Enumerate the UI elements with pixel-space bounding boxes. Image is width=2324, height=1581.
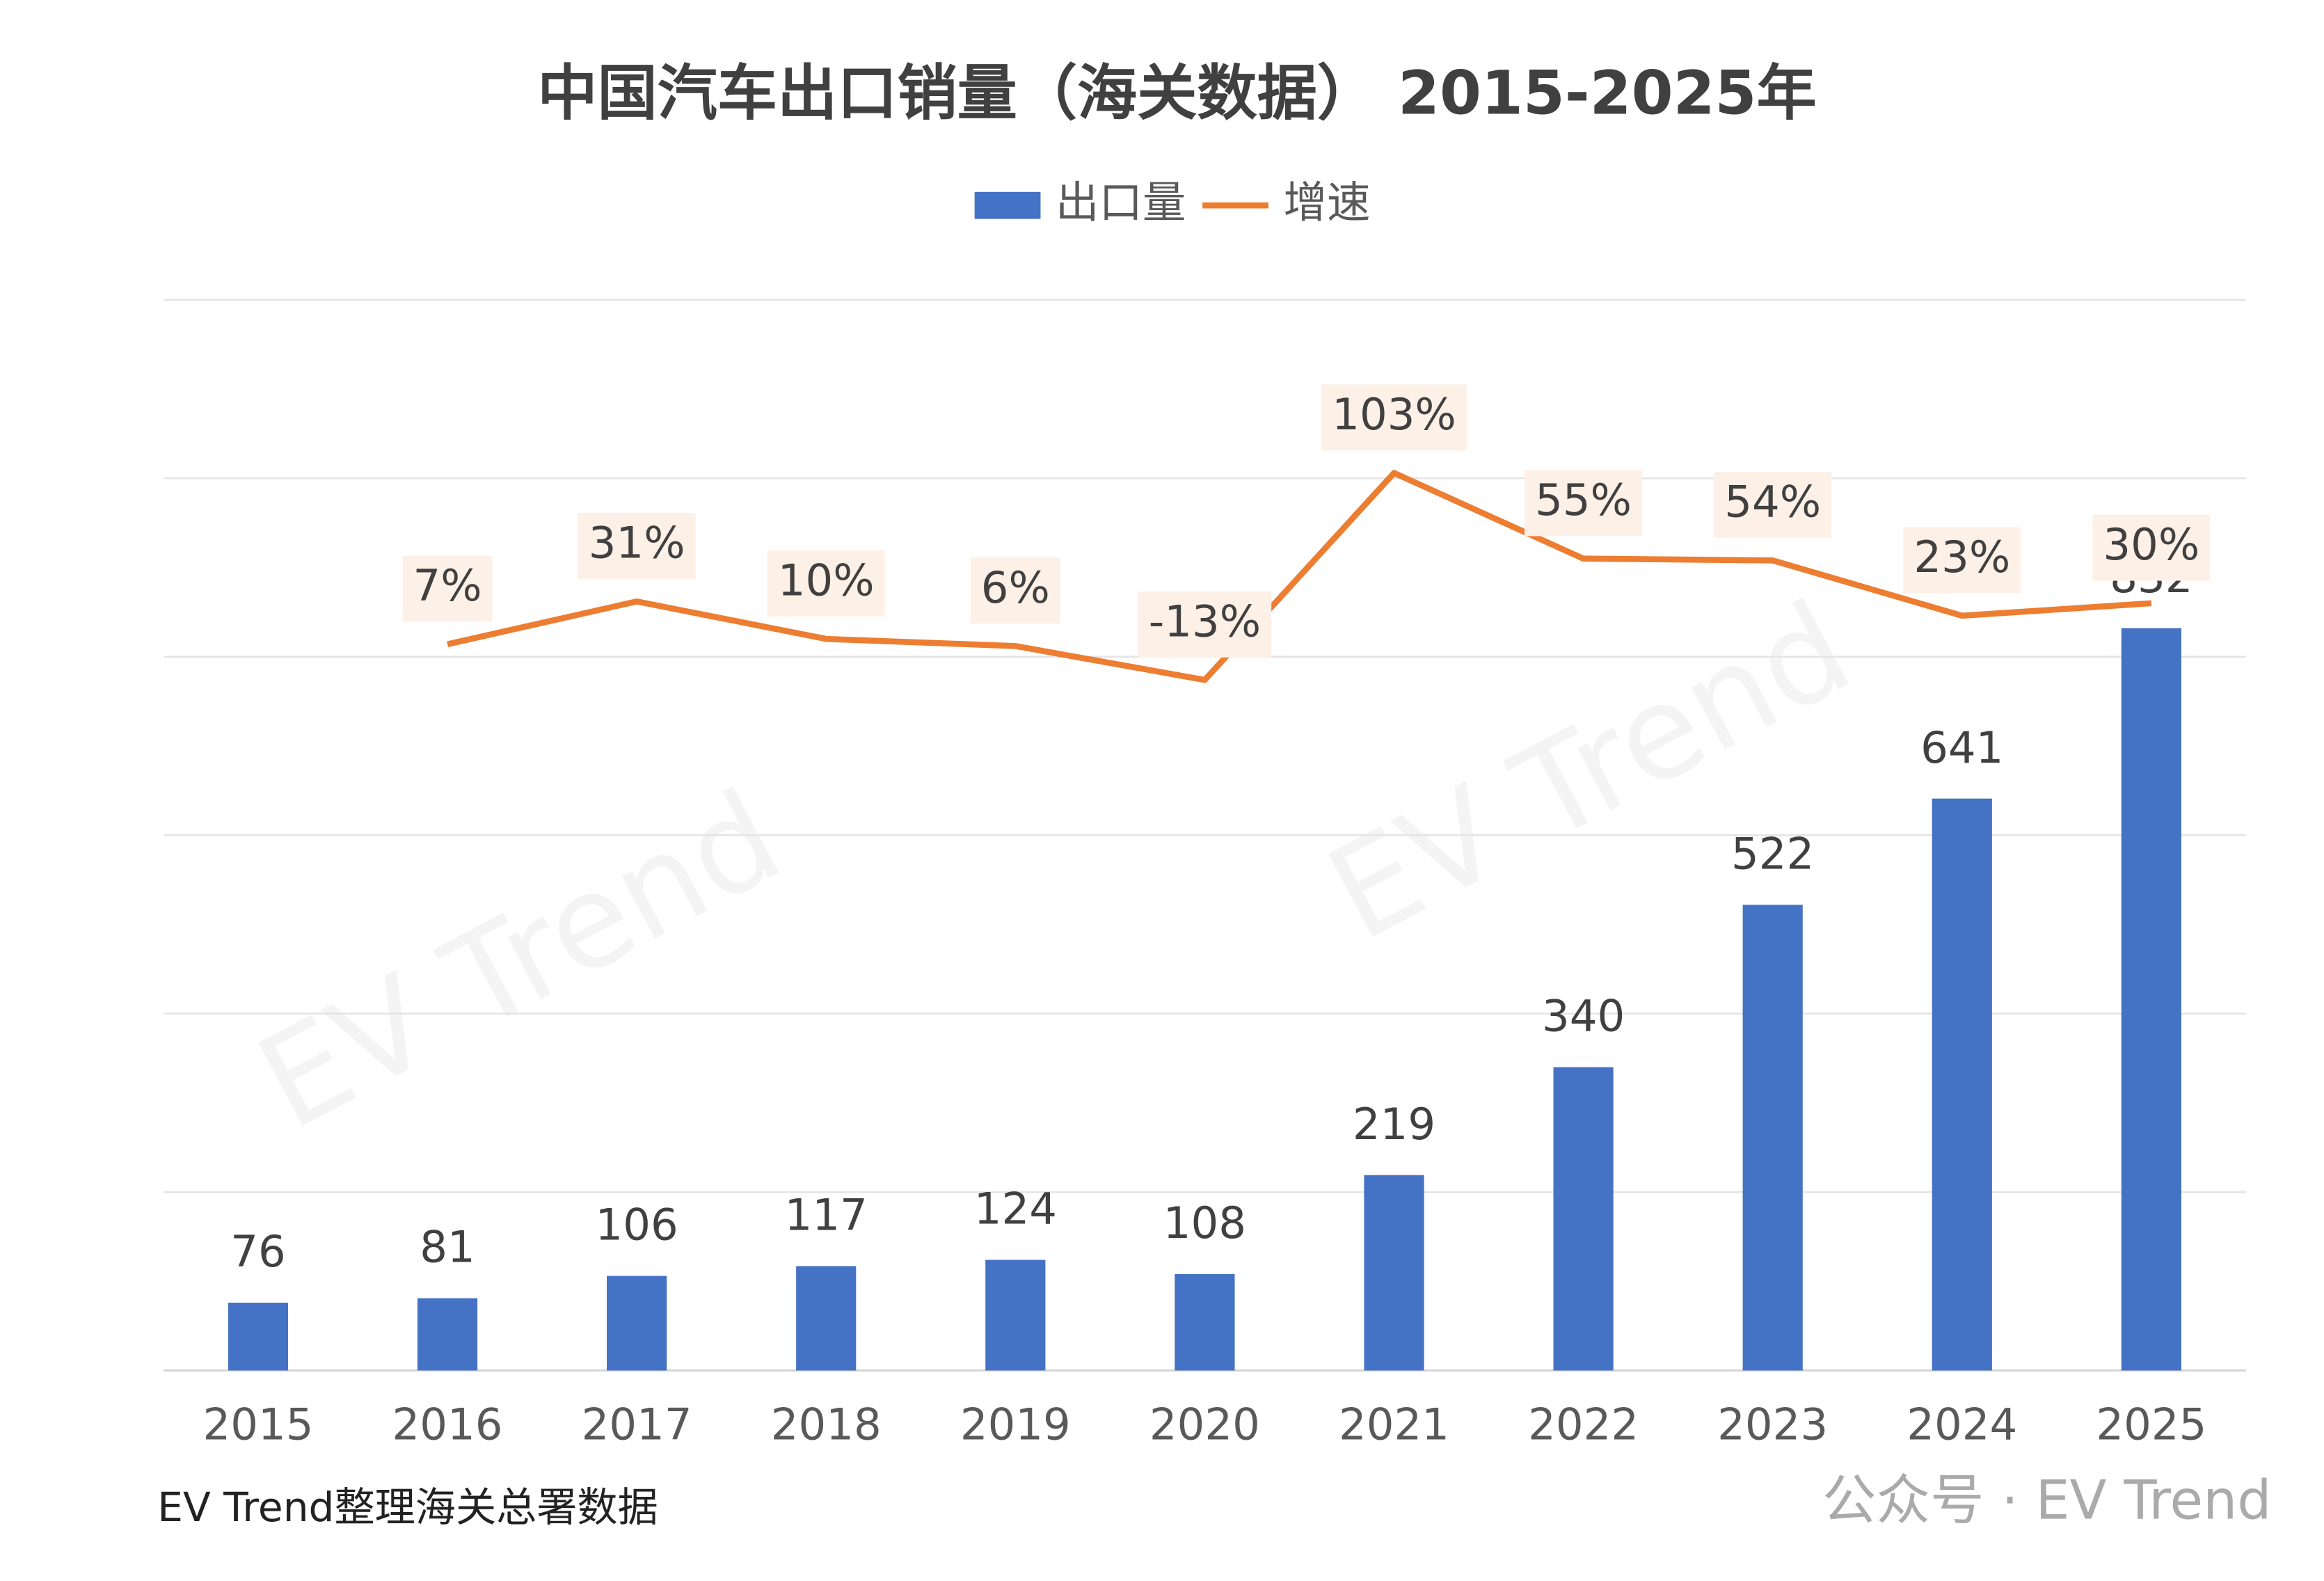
line bbox=[447, 470, 2152, 683]
value-label-group: 7% bbox=[402, 555, 493, 622]
bar-value-label: 641 bbox=[1920, 722, 2003, 773]
bar-value-label: 81 bbox=[420, 1222, 475, 1273]
bar-value-label: 108 bbox=[1163, 1198, 1246, 1248]
bar-value-label: 76 bbox=[230, 1226, 286, 1277]
legend-swatch bbox=[974, 191, 1041, 219]
source-note: EV Trend整理海关总署数据 bbox=[157, 1484, 658, 1531]
x-tick-label: 2020 bbox=[1149, 1399, 1260, 1449]
line-value-label: 103% bbox=[1332, 389, 1456, 440]
x-tick-label: 2018 bbox=[771, 1399, 882, 1449]
bar-value-label: 522 bbox=[1731, 828, 1814, 879]
bar bbox=[1553, 1067, 1614, 1371]
bar bbox=[1742, 905, 1803, 1371]
value-label-bg bbox=[578, 513, 696, 579]
chart-title: 中国汽车出口销量（海关数据） 2015-2025年 bbox=[537, 58, 1816, 128]
bar bbox=[1175, 1274, 1235, 1371]
x-tick-label: 2023 bbox=[1717, 1399, 1828, 1449]
bar-value-label: 117 bbox=[785, 1190, 868, 1241]
line-value-label: 30% bbox=[2103, 519, 2199, 570]
line-value-label: 23% bbox=[1913, 532, 2010, 582]
x-tick-label: 2024 bbox=[1907, 1399, 2017, 1449]
bar bbox=[607, 1276, 667, 1371]
value-label-group: -13% bbox=[1138, 591, 1272, 658]
value-label-group: 31% bbox=[578, 513, 696, 579]
bar bbox=[985, 1260, 1046, 1371]
value-label-group: 103% bbox=[1321, 384, 1467, 451]
x-tick-label: 2015 bbox=[202, 1399, 313, 1449]
plot-area: 2015 2016 2017 2018 2019 2020 2021 2022 2023 2024… bbox=[163, 177, 2246, 1449]
x-tick-label: 2025 bbox=[2096, 1399, 2206, 1449]
bar-value-label: 106 bbox=[596, 1200, 678, 1250]
value-label-bg bbox=[1714, 472, 1832, 539]
value-label-bg bbox=[2092, 514, 2211, 581]
value-label-bg bbox=[970, 557, 1060, 624]
x-tick-label: 2022 bbox=[1528, 1399, 1639, 1449]
legend-label: 出口量 bbox=[1056, 177, 1186, 228]
bar bbox=[228, 1303, 289, 1371]
bar-value-label: 124 bbox=[974, 1184, 1057, 1234]
value-label-bg bbox=[1903, 527, 2021, 594]
bar bbox=[1364, 1175, 1424, 1371]
line-value-label: 6% bbox=[981, 562, 1050, 613]
x-tick-label: 2016 bbox=[392, 1399, 503, 1449]
bar bbox=[796, 1266, 857, 1371]
line-value-label: 7% bbox=[413, 560, 481, 611]
bar bbox=[2121, 628, 2181, 1371]
logo-text: 公众号 · EV Trend bbox=[1822, 1470, 2272, 1532]
value-label-group: 54% bbox=[1714, 472, 1832, 539]
value-label-group: 55% bbox=[1525, 470, 1643, 537]
bar-value-label: 219 bbox=[1353, 1099, 1435, 1150]
legend-label: 增速 bbox=[1284, 177, 1371, 228]
x-tick-label: 2019 bbox=[960, 1399, 1071, 1449]
line-value-label: 55% bbox=[1535, 475, 1632, 525]
value-label-bg bbox=[1138, 591, 1272, 658]
value-label-bg bbox=[1321, 384, 1467, 451]
value-label-group: 6% bbox=[970, 557, 1060, 624]
value-label-bg bbox=[767, 550, 885, 617]
x-tick-label: 2017 bbox=[582, 1399, 692, 1449]
line-value-label: -13% bbox=[1149, 596, 1261, 646]
bar bbox=[417, 1298, 478, 1371]
line-value-label: 10% bbox=[778, 555, 875, 606]
x-tick-label: 2021 bbox=[1339, 1399, 1449, 1449]
value-label-group: 23% bbox=[1903, 527, 2021, 594]
line-value-label: 31% bbox=[589, 518, 685, 569]
bar bbox=[1932, 798, 1992, 1371]
bar-value-label: 340 bbox=[1542, 991, 1625, 1042]
value-label-bg bbox=[1525, 470, 1643, 537]
value-label-bg bbox=[402, 555, 493, 622]
line-value-label: 54% bbox=[1724, 477, 1821, 527]
value-label-group: 10% bbox=[767, 550, 885, 617]
value-label-group: 30% bbox=[2092, 514, 2211, 581]
